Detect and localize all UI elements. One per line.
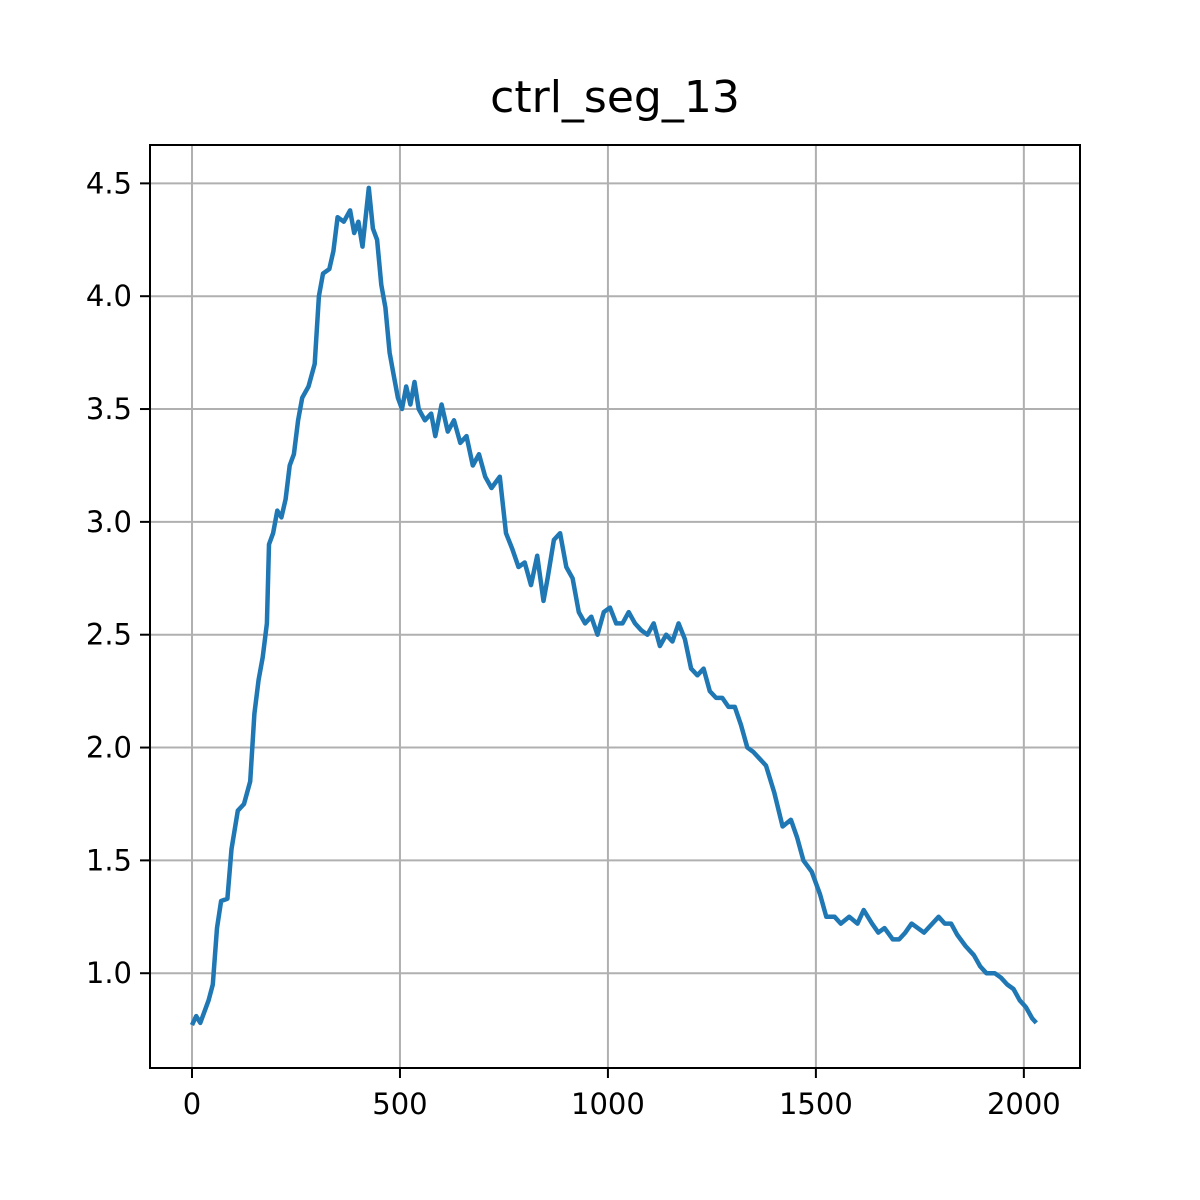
grid — [150, 145, 1080, 1068]
y-tick-label: 1.5 — [86, 843, 132, 877]
x-tick-label: 500 — [372, 1087, 427, 1121]
chart-title: ctrl_seg_13 — [490, 72, 740, 123]
y-tick-label: 3.5 — [86, 392, 132, 426]
y-tick-label: 2.0 — [86, 731, 132, 765]
y-tick-label: 4.5 — [86, 166, 132, 200]
x-tick-label: 1000 — [571, 1087, 645, 1121]
y-tick-label: 3.0 — [86, 505, 132, 539]
y-tick-label: 1.0 — [86, 956, 132, 990]
x-tick-label: 0 — [183, 1087, 201, 1121]
y-tick-label: 2.5 — [86, 618, 132, 652]
data-line — [189, 185, 1038, 1027]
x-tick-label: 2000 — [987, 1087, 1061, 1121]
x-tick-label: 1500 — [779, 1087, 853, 1121]
axes-frame — [149, 144, 1081, 1069]
plot — [189, 185, 1038, 1027]
y-tick-label: 4.0 — [86, 279, 132, 313]
